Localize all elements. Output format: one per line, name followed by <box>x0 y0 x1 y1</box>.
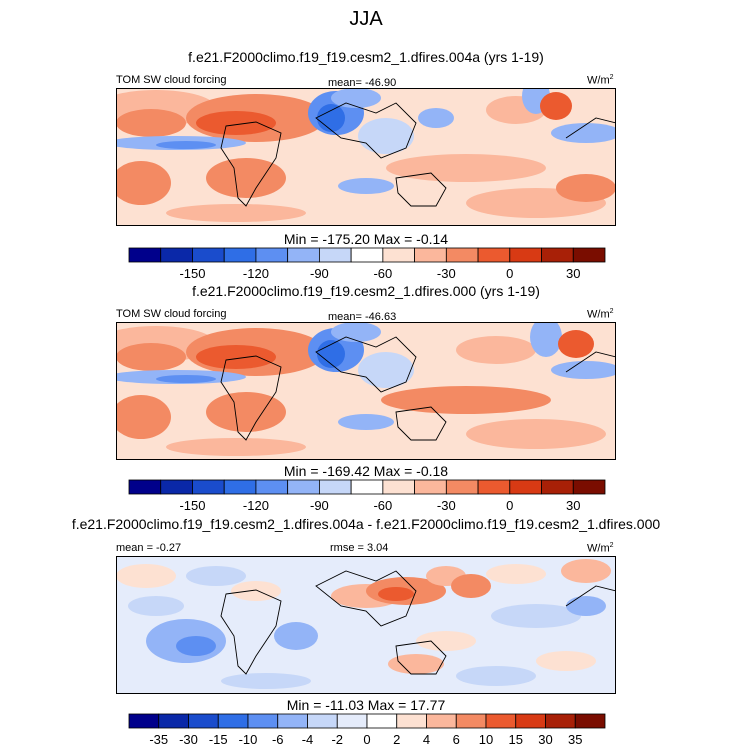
colorbar-swatch <box>414 479 447 495</box>
panel-2-map <box>116 322 616 460</box>
colorbar-swatch <box>223 247 257 263</box>
panel-2-title: f.e21.F2000climo.f19_f19.cesm2_1.dfires.… <box>192 283 540 299</box>
panel-3-units: W/m2 <box>587 542 614 555</box>
colorbar-tick-label: 0 <box>363 732 370 747</box>
panel-3-rmse: rmse = 3.04 <box>330 542 389 554</box>
colorbar-swatch <box>477 479 511 495</box>
colorbar-tick-label: -4 <box>302 732 314 747</box>
panel-3-map <box>116 556 616 694</box>
colorbar-tick-label: -2 <box>331 732 343 747</box>
colorbar-tick-label: -90 <box>310 498 329 513</box>
colorbar-swatch <box>485 713 517 729</box>
colorbar-swatch <box>382 247 416 263</box>
colorbar-tick-label: -60 <box>373 266 392 281</box>
colorbar-tick-label: 35 <box>568 732 582 747</box>
colorbar-tick-label: -120 <box>243 498 269 513</box>
colorbar-tick-label: 15 <box>509 732 523 747</box>
colorbar-swatch <box>382 479 416 495</box>
colorbar-swatch <box>247 713 279 729</box>
panel-2-variable: TOM SW cloud forcing <box>116 308 227 320</box>
panel-1-colorbar: -150 -120 -90 -60 -30 0 30 <box>128 247 606 281</box>
colorbar-swatch <box>366 713 398 729</box>
colorbar-swatch <box>574 713 606 729</box>
colorbar-swatch <box>255 479 289 495</box>
colorbar-swatch <box>188 713 219 729</box>
colorbar-swatch <box>515 713 546 729</box>
colorbar-swatch <box>541 247 574 263</box>
panel-2-mean: mean= -46.63 <box>328 311 397 323</box>
colorbar-swatch <box>287 479 320 495</box>
panel-1-minmax: Min = -175.20 Max = -0.14 <box>283 231 449 247</box>
colorbar-swatch <box>318 479 352 495</box>
colorbar-swatch <box>192 247 225 263</box>
colorbar-swatch <box>396 713 427 729</box>
panel-1-map <box>116 88 616 226</box>
panel-1-title: f.e21.F2000climo.f19_f19.cesm2_1.dfires.… <box>188 49 544 65</box>
colorbar-tick-label: -6 <box>272 732 284 747</box>
colorbar-swatch <box>350 247 384 263</box>
colorbar-swatch <box>414 247 447 263</box>
panel-3-title: f.e21.F2000climo.f19_f19.cesm2_1.dfires.… <box>71 516 661 532</box>
colorbar-tick-label: 4 <box>423 732 430 747</box>
colorbar-tick-label: 10 <box>479 732 493 747</box>
colorbar-swatch <box>318 247 352 263</box>
colorbar-swatch <box>255 247 289 263</box>
colorbar-tick-label: -60 <box>373 498 392 513</box>
colorbar-swatch <box>426 713 457 729</box>
colorbar-tick-label: 2 <box>393 732 400 747</box>
colorbar-tick-label: -30 <box>179 732 198 747</box>
colorbar-swatch <box>307 713 338 729</box>
colorbar-swatch <box>350 479 384 495</box>
colorbar-swatch <box>477 247 511 263</box>
panel-3-minmax: Min = -11.03 Max = 17.77 <box>286 697 446 713</box>
colorbar-swatch <box>128 479 162 495</box>
colorbar-swatch <box>160 479 193 495</box>
main-title: JJA <box>349 8 383 30</box>
colorbar-swatch <box>509 479 542 495</box>
colorbar-tick-label: -90 <box>310 266 329 281</box>
colorbar-tick-label: 30 <box>538 732 552 747</box>
colorbar-tick-label: -10 <box>239 732 258 747</box>
colorbar-tick-label: 6 <box>453 732 460 747</box>
colorbar-tick-label: -15 <box>209 732 228 747</box>
colorbar-swatch <box>455 713 487 729</box>
colorbar-swatch <box>545 713 576 729</box>
colorbar-swatch <box>223 479 257 495</box>
colorbar-swatch <box>572 479 606 495</box>
panel-2-colorbar: -150 -120 -90 -60 -30 0 30 <box>128 479 606 513</box>
colorbar-tick-label: -35 <box>149 732 168 747</box>
colorbar-swatch <box>445 479 479 495</box>
colorbar-swatch <box>541 479 574 495</box>
colorbar-tick-label: -30 <box>437 498 456 513</box>
colorbar-swatch <box>336 713 368 729</box>
colorbar-tick-label: 30 <box>566 498 580 513</box>
colorbar-swatch <box>572 247 606 263</box>
colorbar-swatch <box>128 713 160 729</box>
panel-2-units: W/m2 <box>587 308 614 321</box>
panel-1-variable: TOM SW cloud forcing <box>116 74 227 86</box>
colorbar-swatch <box>445 247 479 263</box>
colorbar-tick-label: 0 <box>506 266 513 281</box>
colorbar-swatch <box>192 479 225 495</box>
colorbar-swatch <box>158 713 189 729</box>
colorbar-tick-label: -150 <box>179 498 205 513</box>
colorbar-tick-label: -150 <box>179 266 205 281</box>
colorbar-swatch <box>509 247 542 263</box>
panel-2-minmax: Min = -169.42 Max = -0.18 <box>283 463 449 479</box>
colorbar-tick-label: -120 <box>243 266 269 281</box>
colorbar-tick-label: -30 <box>437 266 456 281</box>
panel-3-mean: mean = -0.27 <box>116 542 182 554</box>
panel-1-mean: mean= -46.90 <box>328 77 397 89</box>
colorbar-tick-label: 0 <box>506 498 513 513</box>
colorbar-swatch <box>160 247 193 263</box>
colorbar-swatch <box>128 247 162 263</box>
colorbar-swatch <box>277 713 308 729</box>
panel-3-colorbar: -35 -30 -15 -10 -6 -4 -2 0 2 4 6 10 15 30 35 <box>128 713 606 747</box>
colorbar-swatch <box>217 713 249 729</box>
colorbar-tick-label: 30 <box>566 266 580 281</box>
panel-1-units: W/m2 <box>587 74 614 87</box>
colorbar-swatch <box>287 247 320 263</box>
